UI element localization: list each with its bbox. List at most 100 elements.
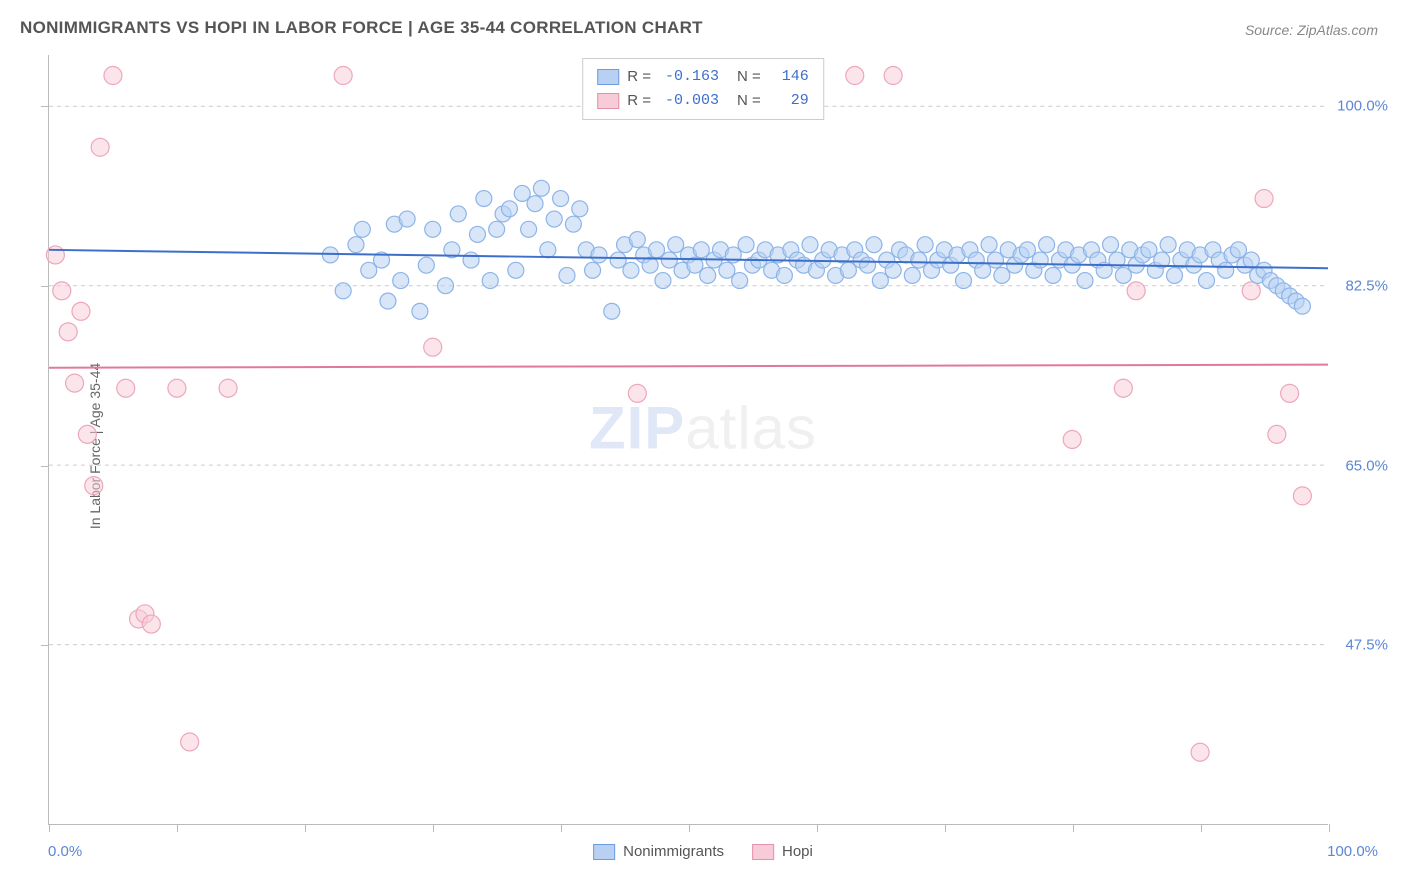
x-tick xyxy=(305,824,306,832)
data-point xyxy=(738,237,754,253)
data-point xyxy=(955,273,971,289)
data-point xyxy=(1127,282,1145,300)
data-point xyxy=(181,733,199,751)
data-point xyxy=(450,206,466,222)
y-tick-label: 65.0% xyxy=(1345,457,1388,474)
source-label: Source: ZipAtlas.com xyxy=(1245,22,1378,38)
data-point xyxy=(91,138,109,156)
legend-correlation: R =-0.163N =146R =-0.003N =29 xyxy=(582,58,824,120)
data-point xyxy=(981,237,997,253)
data-point xyxy=(437,278,453,294)
data-point xyxy=(1167,267,1183,283)
data-point xyxy=(732,273,748,289)
data-point xyxy=(1039,237,1055,253)
legend-correlation-row: R = -0.003 N = 29 xyxy=(597,89,809,113)
data-point xyxy=(1103,237,1119,253)
data-point xyxy=(533,180,549,196)
legend-series-item: Hopi xyxy=(752,840,813,864)
data-point xyxy=(1114,379,1132,397)
x-tick xyxy=(1201,824,1202,832)
legend-swatch xyxy=(597,69,619,85)
data-point xyxy=(334,67,352,85)
x-tick xyxy=(177,824,178,832)
y-tick-label: 47.5% xyxy=(1345,637,1388,654)
data-point xyxy=(399,211,415,227)
data-point xyxy=(572,201,588,217)
data-point xyxy=(802,237,818,253)
data-point xyxy=(463,252,479,268)
data-point xyxy=(885,262,901,278)
legend-n-value: 29 xyxy=(769,89,809,113)
data-point xyxy=(585,262,601,278)
data-point xyxy=(623,262,639,278)
data-point xyxy=(1218,262,1234,278)
data-point xyxy=(469,226,485,242)
data-point xyxy=(1063,431,1081,449)
legend-swatch xyxy=(752,844,774,860)
data-point xyxy=(1160,237,1176,253)
data-point xyxy=(591,247,607,263)
data-point xyxy=(59,323,77,341)
legend-series-label: Nonimmigrants xyxy=(623,840,724,864)
data-point xyxy=(846,67,864,85)
legend-series-item: Nonimmigrants xyxy=(593,840,724,864)
data-point xyxy=(354,221,370,237)
x-tick xyxy=(689,824,690,832)
data-point xyxy=(866,237,882,253)
data-point xyxy=(642,257,658,273)
data-point xyxy=(1045,267,1061,283)
y-tick xyxy=(41,645,49,646)
y-tick xyxy=(41,106,49,107)
x-tick xyxy=(561,824,562,832)
legend-r-value: -0.003 xyxy=(659,89,719,113)
data-point xyxy=(1032,252,1048,268)
data-point xyxy=(527,196,543,212)
data-point xyxy=(776,267,792,283)
data-point xyxy=(412,303,428,319)
data-point xyxy=(104,67,122,85)
chart-container: NONIMMIGRANTS VS HOPI IN LABOR FORCE | A… xyxy=(0,0,1406,892)
legend-n-label: N = xyxy=(737,89,761,113)
data-point xyxy=(142,615,160,633)
plot-area xyxy=(48,55,1328,825)
data-point xyxy=(884,67,902,85)
data-point xyxy=(565,216,581,232)
data-point xyxy=(553,191,569,207)
data-point xyxy=(508,262,524,278)
data-point xyxy=(348,237,364,253)
data-point xyxy=(168,379,186,397)
data-point xyxy=(78,425,96,443)
data-point xyxy=(860,257,876,273)
legend-n-label: N = xyxy=(737,65,761,89)
legend-r-value: -0.163 xyxy=(659,65,719,89)
legend-swatch xyxy=(593,844,615,860)
legend-correlation-row: R =-0.163N =146 xyxy=(597,65,809,89)
legend-series-label: Hopi xyxy=(782,840,813,864)
data-point xyxy=(1077,273,1093,289)
data-point xyxy=(628,384,646,402)
data-point xyxy=(540,242,556,258)
x-axis-end-label: 100.0% xyxy=(1327,843,1378,860)
y-tick-label: 100.0% xyxy=(1337,98,1388,115)
data-point xyxy=(700,267,716,283)
data-point xyxy=(53,282,71,300)
data-point xyxy=(380,293,396,309)
data-point xyxy=(482,273,498,289)
data-point xyxy=(1242,282,1260,300)
data-point xyxy=(476,191,492,207)
data-point xyxy=(1191,743,1209,761)
data-point xyxy=(501,201,517,217)
y-tick xyxy=(41,286,49,287)
data-point xyxy=(85,477,103,495)
data-point xyxy=(1268,425,1286,443)
x-tick xyxy=(817,824,818,832)
x-tick xyxy=(1329,824,1330,832)
data-point xyxy=(629,232,645,248)
data-point xyxy=(46,246,64,264)
data-point xyxy=(904,267,920,283)
trend-line xyxy=(49,365,1328,368)
legend-r-label: R = xyxy=(627,89,651,113)
data-point xyxy=(917,237,933,253)
y-tick xyxy=(41,466,49,467)
data-point xyxy=(546,211,562,227)
